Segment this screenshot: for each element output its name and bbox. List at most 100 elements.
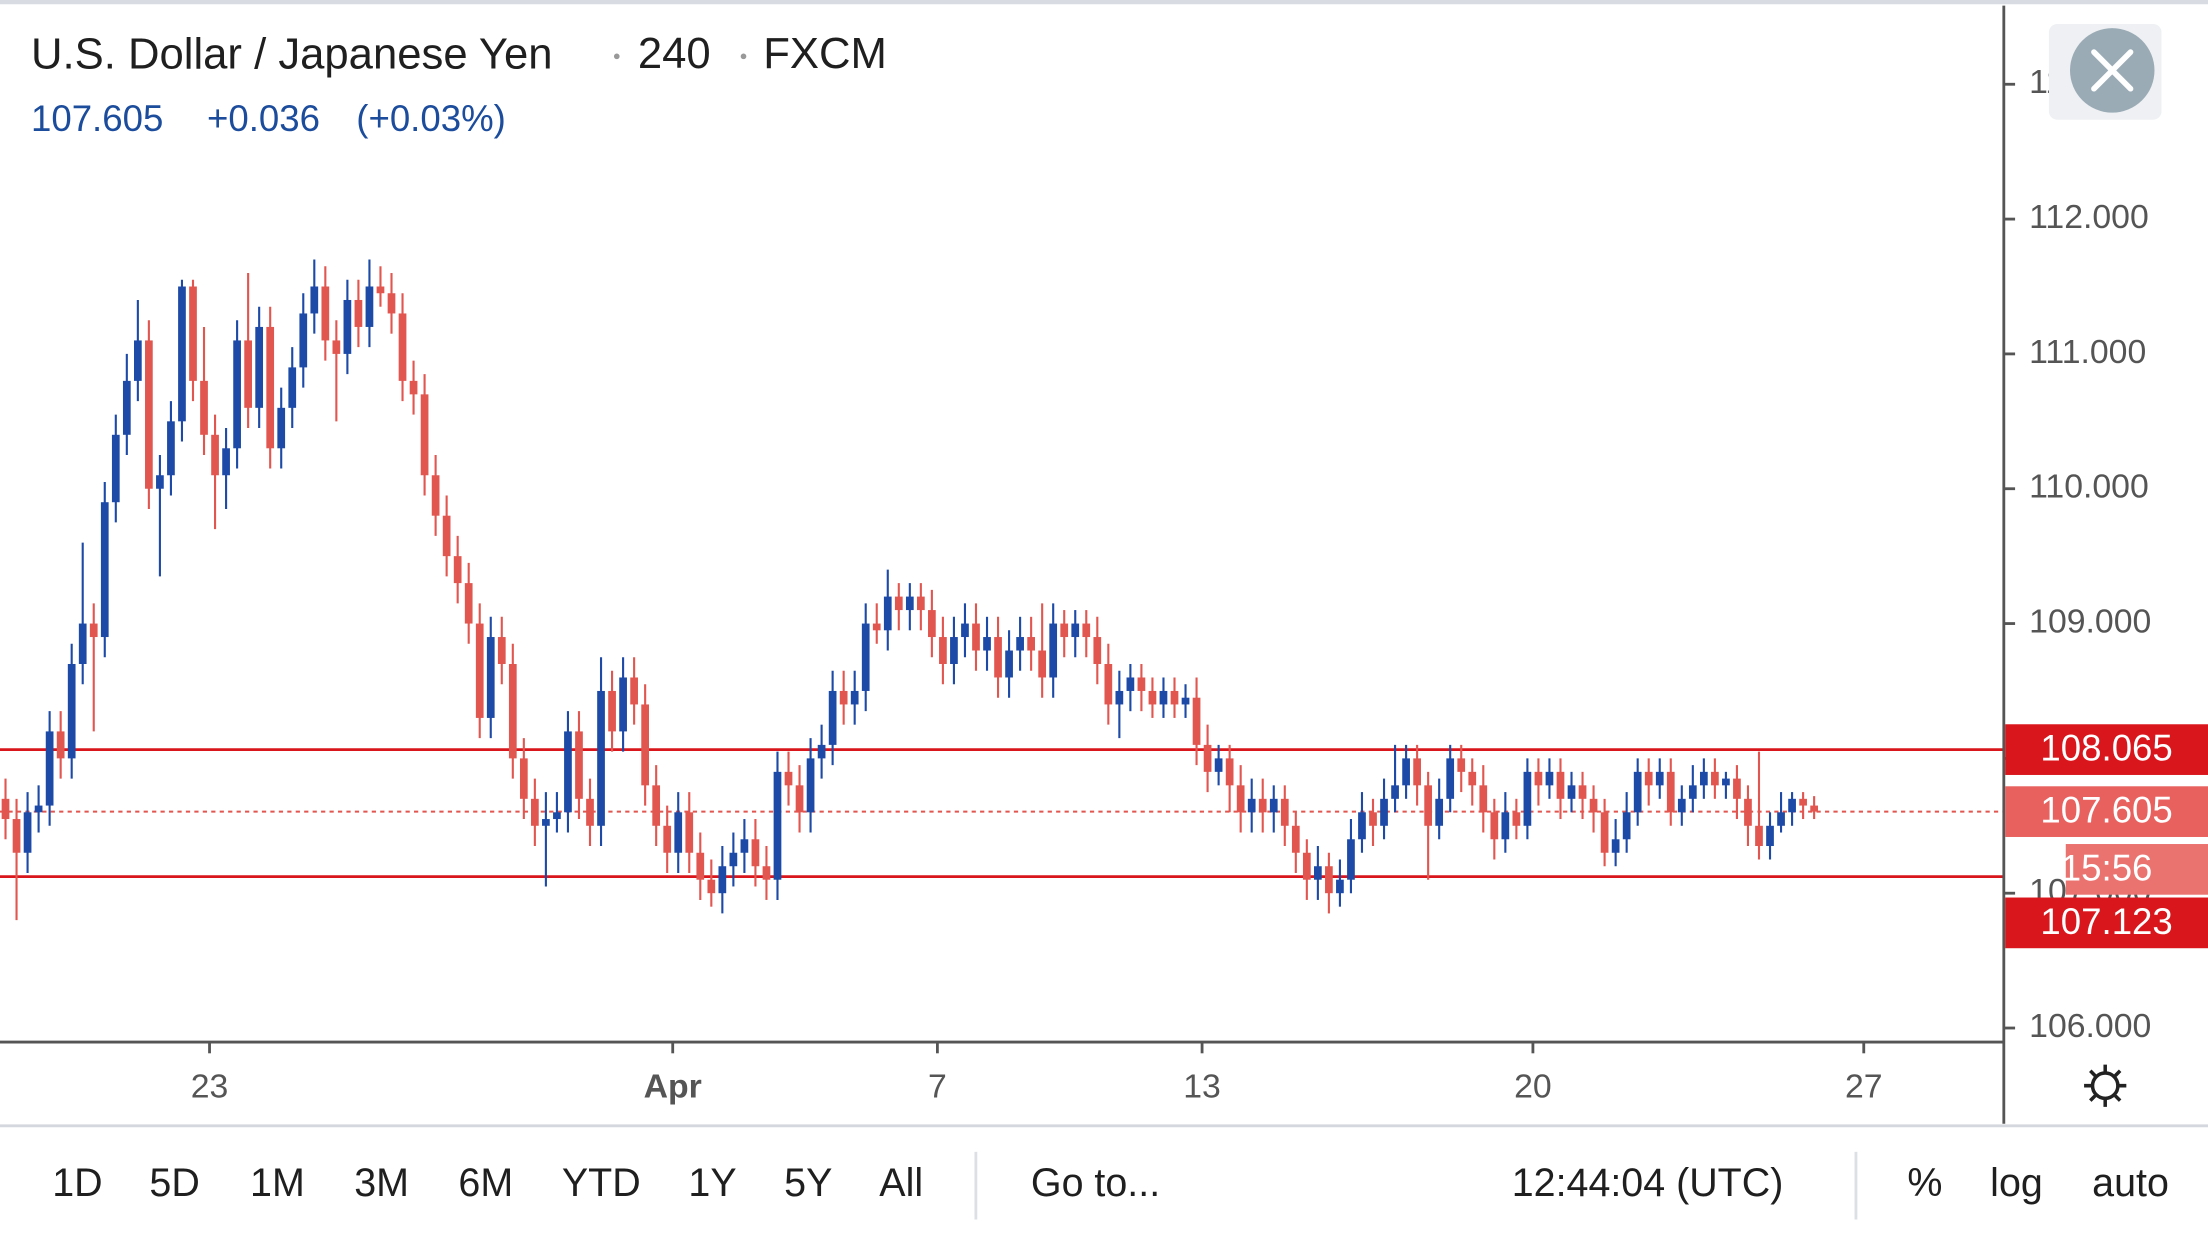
last-price-label: 107.605 [2040,790,2172,831]
candle-body [1214,758,1223,772]
candle-body [608,690,616,732]
candle-body [1302,852,1311,880]
candle-body [1722,778,1730,786]
header-title: U.S. Dollar / Japanese Yen [31,29,553,78]
candle-body [1512,812,1521,826]
clock[interactable]: 12:44:04 (UTC) [1512,1161,1784,1205]
candle-body [1711,771,1719,786]
countdown-label: 15:56 [2061,847,2153,888]
candle-body [211,434,219,476]
candle-body [1567,785,1576,799]
candle-body [950,637,958,664]
candle-body [1633,771,1642,813]
range-button[interactable]: 3M [354,1161,409,1205]
candle-body [519,758,528,799]
scale-option[interactable]: log [1990,1161,2043,1205]
scale-option[interactable]: % [1907,1161,1942,1205]
candle-body [939,637,947,664]
candle-body [1755,825,1763,847]
candle-body [431,475,440,516]
candle-body [1291,825,1300,853]
candle-body [1082,623,1091,638]
candle-body [1225,758,1234,786]
candle-body [1159,690,1168,705]
settings-button[interactable] [2084,1064,2127,1107]
candle-body [1677,798,1686,813]
candle-body [45,731,54,806]
candle-body [310,286,319,314]
candle-body [751,839,760,867]
candle-body [762,866,771,880]
candle-body [828,690,837,745]
range-button[interactable]: All [879,1161,923,1205]
candle-body [387,293,396,314]
candle-body [89,623,98,638]
candle-body [1766,825,1774,847]
candle-body [1744,798,1752,826]
level-price-label: 107.123 [2040,901,2172,942]
candle-body [255,326,264,408]
range-button[interactable]: 5D [149,1161,199,1205]
candle-body [1148,690,1157,705]
level-price-label: 108.065 [2040,728,2172,769]
candle-body [1060,623,1069,638]
y-tick-label: 109.000 [2029,602,2151,640]
candle-body [1115,690,1124,705]
candle-body [56,731,65,759]
gear-icon [2090,1071,2120,1101]
candle-body [200,380,208,435]
candle-body [332,340,341,354]
range-button[interactable]: 1M [250,1161,305,1205]
candle-body [1490,812,1499,840]
candle-body [542,819,550,826]
candle-body [277,407,286,449]
candle-body [883,596,892,631]
candle-body [1093,637,1102,664]
y-tick-label: 110.000 [2029,468,2149,506]
candle-body [365,286,374,327]
candle-body [1104,663,1113,705]
candle-body [1137,677,1146,691]
candle-body [222,448,230,476]
candle-body [685,812,694,853]
candle-body [1501,812,1510,840]
candle-body [575,731,583,799]
range-button[interactable]: 1D [52,1161,102,1205]
countdown-label-bg [2065,844,2208,895]
candle-body [1258,798,1267,813]
candle-body [1578,785,1587,799]
close-button[interactable] [2048,23,2162,120]
candle-body [718,866,727,894]
range-button[interactable]: YTD [562,1161,641,1205]
range-button[interactable]: 5Y [784,1161,832,1205]
plot-area [0,259,2004,921]
candle-body [1479,785,1488,813]
candle-body [1435,798,1444,826]
candle-body [78,623,87,664]
candle-body [167,421,175,476]
candle-body [1170,690,1179,705]
candle-body [12,819,21,853]
candle-body [1556,771,1565,799]
gear-teeth [2084,1064,2127,1107]
candle-body [1247,798,1256,813]
x-tick-label: 7 [928,1067,947,1105]
candle-body [1799,798,1807,806]
candle-body [1027,637,1035,651]
range-button[interactable]: 1Y [688,1161,736,1205]
candle-body [916,596,925,611]
candle-body [740,839,749,853]
candle-body [1424,785,1433,826]
level-price-label-bg [2005,724,2208,775]
range-button[interactable]: 6M [458,1161,513,1205]
goto-button[interactable]: Go to... [1031,1161,1160,1205]
candle-body [1280,798,1289,826]
candle-body [111,434,120,503]
interval: 240 [638,29,711,78]
candle-body [1269,798,1278,813]
candle-body [1369,812,1377,826]
candle-body [67,663,76,759]
scale-option[interactable]: auto [2092,1161,2169,1205]
candle-body [453,556,462,584]
candle-body [961,623,969,638]
